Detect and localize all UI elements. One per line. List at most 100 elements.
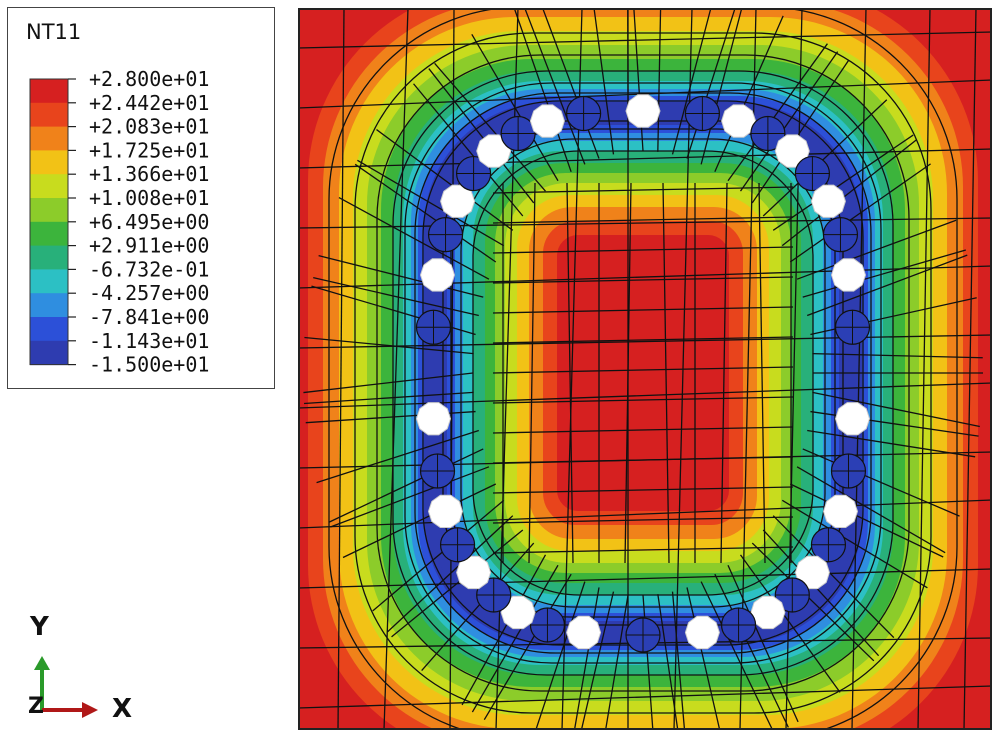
mesh-edge: [383, 8, 409, 730]
legend-label: +2.083e+01: [89, 115, 209, 139]
open-hole: [721, 104, 757, 138]
mesh-edge: [514, 9, 572, 173]
mesh-edge: [528, 182, 536, 564]
mesh-edge: [298, 568, 992, 589]
mesh-edge: [376, 129, 514, 231]
open-hole: [566, 615, 602, 650]
mesh-edge: [318, 254, 484, 298]
mesh-edge: [720, 182, 728, 564]
legend-swatch: [30, 198, 68, 223]
open-hole: [456, 555, 492, 590]
mesh-ring: [392, 70, 894, 676]
mesh-edge: [298, 79, 992, 109]
open-hole: [794, 555, 830, 590]
mesh-edge: [772, 134, 914, 231]
mesh-edge: [802, 249, 967, 298]
mesh-edge: [492, 546, 794, 554]
y-arrow-head-icon: [34, 656, 50, 670]
mesh-edge: [751, 60, 849, 204]
open-hole: [822, 494, 859, 528]
temperature-band: [557, 235, 729, 511]
mesh-edge: [471, 564, 559, 713]
mesh-edge: [781, 139, 917, 247]
open-hole: [427, 494, 464, 528]
mesh-edge: [492, 456, 794, 464]
legend-swatch: [30, 150, 68, 175]
legend-label: +6.495e+00: [89, 210, 209, 234]
legend-swatch: [30, 221, 68, 247]
mesh-edge: [851, 8, 867, 730]
legend-label: -1.500e+01: [89, 353, 209, 377]
mesh-edge: [700, 8, 743, 165]
mesh-edge: [298, 334, 992, 349]
mesh-edge: [739, 51, 839, 192]
legend-label: +2.442e+01: [89, 91, 209, 115]
mesh-edge: [492, 186, 794, 194]
mesh-edge: [492, 246, 794, 254]
mesh-edge: [357, 159, 505, 247]
mesh-ring: [422, 100, 864, 646]
y-axis-label: Y: [30, 612, 49, 642]
legend-swatch: [30, 269, 68, 294]
mesh-edge: [917, 8, 931, 730]
mesh-edge: [671, 591, 686, 730]
mesh-edge: [338, 197, 490, 280]
mesh-edge: [781, 499, 928, 589]
legend-label: +2.911e+00: [89, 234, 209, 258]
legend-swatch: [30, 126, 68, 151]
mesh-edge: [413, 83, 524, 217]
mesh-edge: [372, 499, 505, 612]
mesh-edge: [762, 99, 888, 217]
legend-swatch: [30, 340, 68, 366]
mesh-edge: [812, 353, 983, 359]
open-hole: [500, 595, 536, 630]
open-hole: [830, 258, 867, 292]
mesh-edge: [739, 554, 841, 693]
color-legend: +2.800e+01+2.442e+01+2.083e+01+1.725e+01…: [29, 67, 209, 377]
x-axis-label: X: [112, 694, 133, 724]
legend-label: -4.257e+00: [89, 281, 209, 305]
mesh-edge: [662, 182, 670, 564]
contour-plot: [298, 8, 992, 730]
mesh-edge: [303, 391, 474, 405]
legend-label: -7.841e+00: [89, 305, 209, 329]
mesh-edge: [421, 542, 535, 671]
mesh-edge: [686, 587, 721, 730]
mesh-edge: [298, 217, 992, 229]
mesh-edge: [492, 486, 794, 494]
mesh-edge: [298, 265, 992, 289]
mesh-edge: [298, 685, 992, 709]
mesh-edge: [298, 31, 992, 49]
mesh-edge: [492, 366, 794, 374]
open-hole: [834, 402, 871, 436]
mesh-edge: [772, 515, 895, 639]
legend-swatch: [30, 317, 68, 342]
open-hole: [810, 184, 846, 218]
mesh-edge: [796, 219, 957, 280]
legend-swatch: [30, 245, 68, 270]
mesh-edge: [483, 573, 572, 721]
mesh-edge: [758, 182, 766, 564]
mesh-edge: [963, 8, 977, 730]
mesh-edge: [337, 8, 345, 730]
legend-swatch: [30, 293, 68, 318]
legend-swatch: [30, 102, 68, 128]
mesh-edge: [303, 372, 474, 394]
mesh-edge: [461, 554, 547, 706]
mesh-edge: [387, 515, 514, 633]
mesh-edge: [298, 148, 992, 169]
mesh-ring: [328, 8, 958, 730]
mesh-edge: [330, 466, 490, 528]
mesh-edge: [762, 529, 880, 657]
mesh-ring: [376, 54, 910, 692]
legend-label: -6.732e-01: [89, 257, 209, 281]
legend-title: NT11: [26, 20, 82, 44]
mesh-edge: [604, 594, 629, 730]
open-hole: [684, 615, 720, 650]
mesh-edge: [304, 336, 474, 355]
mesh-edge: [624, 182, 632, 564]
mesh-edge: [298, 499, 992, 529]
mesh-edge: [566, 182, 574, 564]
mesh-edge: [449, 8, 455, 730]
mesh-edge: [686, 8, 736, 159]
